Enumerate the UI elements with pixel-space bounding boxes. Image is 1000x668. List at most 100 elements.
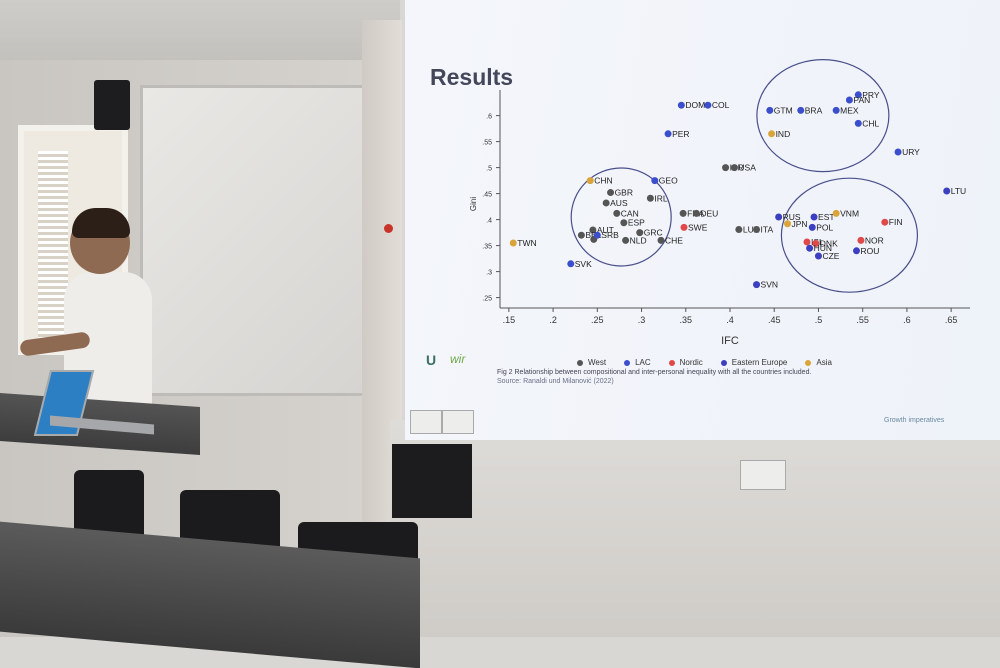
data-point [704, 101, 712, 109]
y-tick-label: .25 [482, 296, 492, 303]
wall-outlet [740, 460, 786, 490]
right-wall [390, 420, 1000, 637]
point-label: PER [672, 129, 689, 139]
data-point [664, 130, 672, 138]
data-point [730, 164, 738, 172]
data-point [806, 244, 814, 252]
point-label: POL [816, 222, 833, 232]
point-label: CAN [621, 208, 639, 218]
point-label: PAN [853, 95, 870, 105]
point-label: COL [712, 100, 730, 110]
figure-caption: Fig 2 Relationship between compositional… [497, 368, 877, 386]
data-point [881, 218, 889, 226]
x-tick-label: .3 [638, 315, 646, 325]
legend-label-eastern-europe: Eastern Europe [731, 358, 788, 367]
point-label: GEO [659, 176, 678, 186]
x-tick-label: .2 [549, 315, 557, 325]
caption-text: Fig 2 Relationship between compositional… [497, 369, 812, 376]
data-point [894, 148, 902, 156]
point-label: SVK [575, 259, 592, 269]
wall-outlet [442, 410, 474, 434]
legend-item-nordic: Nordic [668, 358, 703, 367]
x-tick-label: .55 [856, 315, 869, 325]
point-label: HUN [814, 243, 832, 253]
data-point [857, 236, 865, 244]
data-point [622, 236, 630, 244]
legend-dot-lac [624, 359, 631, 366]
chart-legend: West LAC Nordic Eastern Europe Asia [577, 358, 832, 367]
point-label: NLD [630, 235, 647, 245]
data-point [854, 91, 862, 99]
point-label: LTU [951, 186, 966, 196]
y-tick-label: .4 [486, 218, 492, 225]
slide-footer: Growth imperatives [884, 417, 945, 424]
legend-dot-west [577, 359, 583, 366]
point-label: CZE [822, 251, 839, 261]
data-point [853, 247, 860, 255]
point-label: NOR [865, 235, 884, 245]
cluster-ring [780, 177, 919, 293]
x-tick-label: .6 [903, 315, 911, 325]
data-point [677, 101, 685, 109]
point-label: ESP [628, 218, 645, 228]
y-tick-label: .6 [486, 114, 492, 121]
data-point [753, 281, 761, 289]
projection-screen [405, 0, 1000, 440]
point-label: GTM [774, 105, 793, 115]
data-point [784, 220, 791, 228]
university-logo: U [426, 352, 437, 368]
window-blind [38, 151, 68, 341]
point-label: SWE [688, 222, 708, 232]
legend-dot-asia [805, 359, 812, 366]
point-label: GBR [615, 188, 633, 198]
x-tick-label: .25 [591, 315, 604, 325]
caption-source: Source: Ranaldi und Milanović (2022) [497, 378, 614, 385]
data-point [797, 106, 805, 114]
data-point [854, 119, 862, 127]
point-label: IRL [654, 193, 668, 203]
data-point [607, 189, 615, 197]
point-label: MEX [840, 105, 859, 115]
point-label: ROU [861, 246, 880, 256]
point-label: LUX [743, 224, 760, 234]
data-point [845, 96, 853, 104]
point-label: AUT [597, 225, 614, 235]
wall-speaker [94, 80, 130, 130]
y-tick-label: .55 [482, 140, 492, 147]
data-point [812, 240, 820, 248]
data-point [577, 231, 585, 239]
data-point [509, 239, 517, 247]
y-axis-label: Gini [469, 197, 478, 211]
legend-label-asia: Asia [816, 358, 832, 367]
data-point [832, 106, 840, 114]
point-label: USA [738, 163, 756, 173]
red-button [384, 224, 393, 233]
data-point [620, 219, 628, 227]
point-label: BEL [585, 230, 601, 240]
data-point [651, 177, 659, 185]
x-tick-label: .65 [945, 315, 958, 325]
data-point [753, 225, 761, 233]
legend-label-lac: LAC [635, 358, 651, 367]
wall-outlet [410, 410, 442, 434]
point-label: VNM [840, 208, 859, 218]
cluster-ring [756, 58, 890, 173]
point-label: SVN [761, 280, 778, 290]
data-point [692, 209, 700, 217]
x-tick-label: .5 [815, 315, 823, 325]
legend-item-west: West [577, 358, 606, 367]
point-label: EST [818, 212, 835, 222]
data-point [613, 209, 621, 217]
point-label: GRC [644, 228, 663, 238]
legend-item-asia: Asia [805, 358, 832, 367]
data-point [593, 231, 601, 239]
av-box [392, 444, 472, 518]
point-label: FIN [889, 217, 903, 227]
data-point [589, 226, 597, 234]
data-point [567, 260, 575, 268]
data-point [722, 164, 730, 172]
data-point [679, 209, 687, 217]
data-point [636, 229, 644, 237]
data-point [810, 213, 818, 221]
data-point [586, 177, 594, 185]
